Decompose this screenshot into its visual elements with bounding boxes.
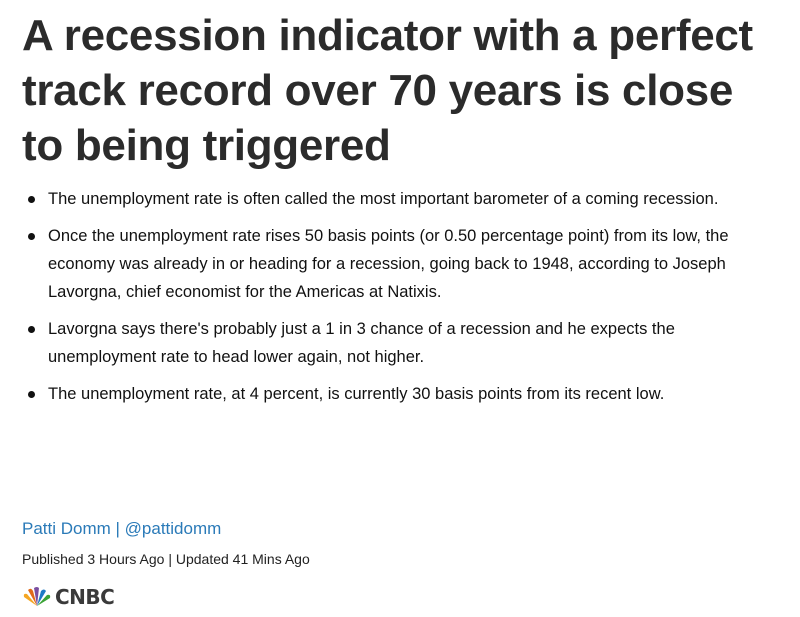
twitter-handle-link[interactable]: @pattidomm: [124, 519, 222, 538]
timestamps: Published 3 Hours Ago | Updated 41 Mins …: [22, 551, 310, 567]
peacock-icon: [23, 587, 51, 606]
byline: Patti Domm | @pattidomm: [22, 519, 221, 539]
published-time: Published 3 Hours Ago: [22, 551, 165, 567]
key-point: The unemployment rate, at 4 percent, is …: [28, 380, 768, 408]
key-point: Lavorgna says there's probably just a 1 …: [28, 315, 768, 371]
updated-time: Updated 41 Mins Ago: [175, 551, 310, 567]
key-point: Once the unemployment rate rises 50 basi…: [28, 222, 768, 306]
article-title: A recession indicator with a perfect tra…: [22, 11, 753, 170]
byline-separator: |: [110, 519, 125, 538]
author-link[interactable]: Patti Domm: [22, 519, 111, 538]
logo-text: CNBC: [55, 585, 115, 609]
cnbc-logo: CNBC: [22, 585, 115, 609]
key-point: The unemployment rate is often called th…: [28, 185, 768, 213]
key-points-list: The unemployment rate is often called th…: [22, 185, 768, 417]
